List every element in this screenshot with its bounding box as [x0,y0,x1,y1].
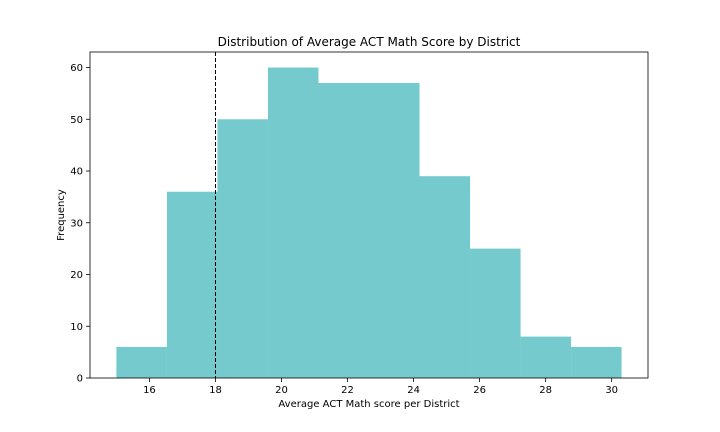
plot-frame [89,51,649,379]
y-tick-label-40: 40 [70,167,83,178]
x-tick-label-28: 28 [539,385,552,396]
x-axis-ticks: 16 18 20 22 24 26 28 30 [143,378,618,396]
chart-title: Distribution of Average ACT Math Score b… [218,35,521,49]
histogram-bar-4 [318,83,369,379]
histogram-bar-2 [217,119,268,379]
histogram-bar-8 [520,336,572,378]
x-tick-label-18: 18 [209,385,222,396]
x-tick-label-20: 20 [275,385,288,396]
y-tick-label-0: 0 [77,374,83,385]
x-axis-title: Average ACT Math score per District [278,399,459,410]
histogram-bar-7 [470,248,521,378]
x-tick-label-24: 24 [407,385,420,396]
y-axis-ticks: 0 10 20 30 40 50 60 [70,63,90,385]
x-tick-label-16: 16 [143,385,156,396]
x-tick-label-30: 30 [605,385,618,396]
histogram-bar-0 [116,346,167,378]
x-tick-label-22: 22 [341,385,354,396]
histogram-bar-1 [166,191,218,378]
histogram-bar-9 [571,346,622,378]
y-tick-label-20: 20 [70,270,83,281]
histogram-bar-5 [369,83,420,379]
y-tick-label-10: 10 [70,322,83,333]
y-tick-label-30: 30 [70,218,83,229]
y-axis-title: Frequency [56,189,67,241]
x-tick-label-26: 26 [473,385,486,396]
histogram-bar-6 [419,176,471,378]
bars-layer [116,67,622,379]
y-tick-label-60: 60 [70,63,83,74]
histogram-bar-3 [267,67,319,379]
y-tick-label-50: 50 [70,115,83,126]
